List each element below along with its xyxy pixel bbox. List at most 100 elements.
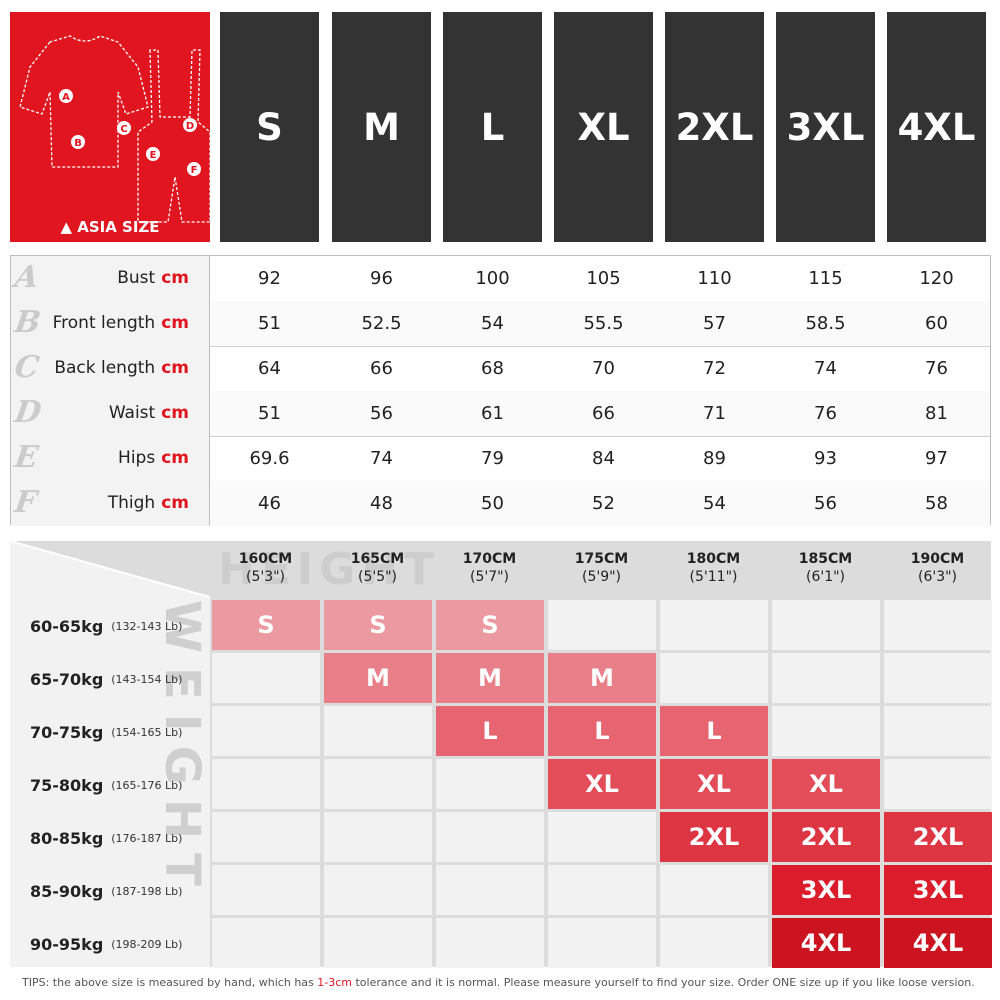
unit-label: cm	[161, 403, 189, 423]
measurement-value: 71	[703, 403, 726, 424]
size-header-4xl: 4XL	[887, 12, 986, 242]
size-cell: S	[436, 600, 544, 650]
empty-cell	[772, 600, 880, 650]
tips-body: the above size is measured by hand, whic…	[49, 976, 318, 989]
empty-cell	[324, 865, 432, 915]
measurement-value: 110	[697, 268, 732, 289]
empty-cell	[884, 759, 992, 809]
measurement-value: 64	[258, 358, 281, 379]
marker-a: A	[62, 92, 70, 103]
measurement-value: 68	[481, 358, 504, 379]
measurement-value: 76	[925, 358, 948, 379]
measurement-value: 50	[481, 493, 504, 514]
size-cell: XL	[772, 759, 880, 809]
measurement-letter: D	[12, 395, 44, 430]
size-cell: 3XL	[884, 865, 992, 915]
measurement-value: 79	[481, 448, 504, 469]
measurement-row-c: C Back length cm 64 66 68 70 72 74 76	[11, 346, 990, 392]
height-header: 160CM (5'3")	[238, 551, 293, 585]
marker-d: D	[186, 121, 194, 132]
empty-cell	[548, 812, 656, 862]
measurement-name: Thigh cm	[107, 493, 189, 513]
measurement-value: 54	[481, 313, 504, 334]
size-cell: L	[436, 706, 544, 756]
measurement-value: 84	[592, 448, 615, 469]
size-cell: M	[436, 653, 544, 703]
measurement-value: 52	[592, 493, 615, 514]
size-cell: 4XL	[772, 918, 880, 968]
empty-cell	[548, 918, 656, 968]
measurement-label: D Waist cm	[11, 391, 210, 436]
size-header-2xl: 2XL	[665, 12, 764, 242]
measurement-value: 97	[925, 448, 948, 469]
measurement-name: Front length cm	[52, 313, 189, 333]
empty-cell	[436, 918, 544, 968]
size-cell: 4XL	[884, 918, 992, 968]
size-header-xl: XL	[554, 12, 653, 242]
height-header: 170CM (5'7")	[462, 551, 517, 585]
measurement-value: 89	[703, 448, 726, 469]
measurement-value: 55.5	[583, 313, 624, 334]
measurement-label: F Thigh cm	[11, 481, 210, 526]
measurement-row-b: B Front length cm 51 52.5 54 55.5 57 58.5 60	[11, 301, 990, 347]
measurement-value: 58	[925, 493, 948, 514]
tips-body-end: tolerance and it is normal. Please measu…	[352, 976, 975, 989]
measurement-value: 54	[703, 493, 726, 514]
marker-f: F	[191, 165, 198, 176]
empty-cell	[212, 918, 320, 968]
empty-cell	[212, 653, 320, 703]
tips-highlight: 1-3cm	[317, 976, 352, 989]
measurement-letter: E	[12, 440, 41, 475]
size-cell: M	[548, 653, 656, 703]
measurement-value: 48	[370, 493, 393, 514]
measurement-table: A Bust cm 92 96 100 105 110 115 120 B Front length c…	[10, 255, 991, 526]
measurement-value: 72	[703, 358, 726, 379]
weight-column	[10, 597, 210, 967]
measurement-name: Back length cm	[54, 358, 189, 378]
warning-triangle-icon: ▲	[60, 218, 72, 236]
empty-cell	[660, 918, 768, 968]
empty-cell	[212, 706, 320, 756]
unit-label: cm	[161, 313, 189, 333]
measurement-value: 57	[703, 313, 726, 334]
size-cell: S	[212, 600, 320, 650]
weight-label: 75-80kg (165-176 Lb)	[30, 775, 183, 795]
measurement-label: E Hips cm	[11, 436, 210, 481]
size-cell: 2XL	[772, 812, 880, 862]
marker-b: B	[74, 138, 82, 149]
weight-label: 85-90kg (187-198 Lb)	[30, 881, 183, 901]
unit-label: cm	[161, 448, 189, 468]
measurement-value: 115	[808, 268, 843, 289]
measurement-value: 76	[814, 403, 837, 424]
measurement-row-a: A Bust cm 92 96 100 105 110 115 120	[11, 256, 990, 302]
height-header: 165CM (5'5")	[350, 551, 405, 585]
size-cell: 2XL	[884, 812, 992, 862]
empty-cell	[324, 759, 432, 809]
empty-cell	[548, 600, 656, 650]
empty-cell	[436, 759, 544, 809]
height-watermark: HEIGHT	[218, 544, 441, 595]
measurement-value: 46	[258, 493, 281, 514]
measurement-value: 56	[370, 403, 393, 424]
measurement-name: Bust cm	[117, 268, 189, 288]
measurement-value: 66	[592, 403, 615, 424]
empty-cell	[324, 812, 432, 862]
measurement-value: 74	[370, 448, 393, 469]
empty-cell	[436, 812, 544, 862]
empty-cell	[660, 653, 768, 703]
asia-size-label: ▲ ASIA SIZE	[60, 218, 160, 236]
empty-cell	[884, 653, 992, 703]
size-header-m: M	[332, 12, 431, 242]
size-header-s: S	[220, 12, 319, 242]
empty-cell	[324, 706, 432, 756]
measurement-value: 52.5	[361, 313, 402, 334]
measurement-value: 93	[814, 448, 837, 469]
empty-cell	[212, 812, 320, 862]
measurement-row-f: F Thigh cm 46 48 50 52 54 56 58	[11, 481, 990, 526]
unit-label: cm	[161, 493, 189, 513]
jersey-outline	[19, 35, 149, 168]
height-header: 185CM (6'1")	[798, 551, 853, 585]
measurement-value: 69.6	[249, 448, 290, 469]
empty-cell	[884, 600, 992, 650]
measurement-row-e: E Hips cm 69.6 74 79 84 89 93 97	[11, 436, 990, 482]
